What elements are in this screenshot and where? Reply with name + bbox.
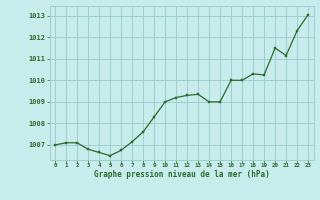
X-axis label: Graphe pression niveau de la mer (hPa): Graphe pression niveau de la mer (hPa)	[94, 170, 269, 179]
